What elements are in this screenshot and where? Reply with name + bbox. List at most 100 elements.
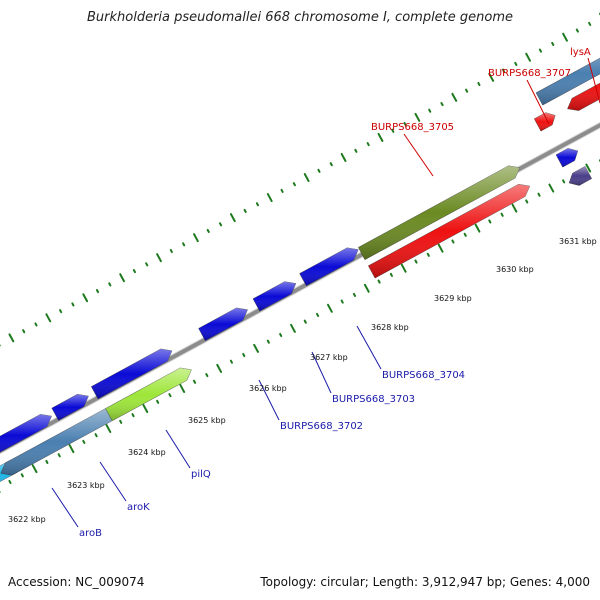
label-leader — [311, 351, 332, 394]
backbone-line — [0, 122, 600, 454]
inner-tick — [82, 439, 86, 444]
inner-tick — [290, 323, 296, 333]
outer-tick — [34, 322, 38, 327]
label-leader-lines — [51, 57, 600, 528]
inner-tick — [156, 399, 160, 404]
scale-tick-label: 3629 kbp — [434, 294, 472, 303]
inner-tick — [119, 419, 123, 424]
outer-tick — [488, 72, 495, 82]
inner-tick — [525, 199, 529, 204]
outer-tick — [218, 222, 223, 227]
inner-tick — [303, 319, 307, 324]
outer-tick — [8, 333, 15, 343]
outer-tick — [501, 68, 506, 73]
outer-tick — [59, 309, 63, 314]
outer-tick — [45, 313, 52, 323]
label-leader — [587, 57, 600, 104]
label-leader — [51, 487, 79, 528]
inner-tick — [131, 413, 135, 418]
inner-tick — [500, 212, 504, 217]
label-leader — [258, 379, 280, 421]
outer-tick — [119, 273, 126, 283]
label-leader — [99, 461, 127, 502]
outer-tick — [206, 228, 210, 234]
outer-tick — [414, 112, 421, 122]
gene-label-burps668-3705: BURPS668_3705 — [371, 122, 454, 133]
inner-tick — [94, 433, 98, 438]
inner-tick — [8, 479, 12, 485]
scale-tick-label: 3631 kbp — [559, 237, 597, 246]
labels: 3622 kbp 3623 kbp 3624 kbp 3625 kbp 3626 kbp… — [8, 47, 597, 539]
gene-arob-shade — [0, 414, 52, 453]
outer-tick — [588, 21, 592, 26]
inner-tick — [168, 393, 172, 398]
outer-tick — [340, 152, 347, 163]
label-leader — [526, 79, 550, 125]
inner-tick — [437, 243, 444, 253]
topology-summary: Topology: circular; Length: 3,912,947 bp… — [260, 575, 590, 589]
gene-lysa-shade — [567, 83, 600, 111]
scale-tick-label: 3625 kbp — [188, 416, 226, 425]
inner-tick — [537, 192, 541, 197]
inner-tick — [205, 373, 209, 378]
outer-tick — [366, 142, 370, 147]
inner-tick — [105, 424, 112, 434]
gene-blue-short-shade — [556, 148, 578, 168]
outer-tick — [428, 108, 432, 113]
outer-tick — [22, 329, 26, 334]
inner-tick — [45, 459, 49, 464]
inner-tick — [229, 359, 234, 364]
inner-tick — [31, 464, 38, 474]
gene-blue-shade — [91, 348, 172, 399]
outer-tick — [169, 248, 173, 254]
inner-tick — [414, 259, 418, 264]
outer-tick — [575, 28, 579, 33]
gene-label-burps668-3707: BURPS668_3707 — [488, 68, 571, 79]
outer-tick — [280, 188, 284, 193]
gene-burps668-3707-shade — [534, 112, 556, 132]
gene-label-arob: aroB — [79, 528, 102, 539]
outer-tick — [377, 132, 384, 142]
outer-tick — [391, 128, 395, 133]
inner-tick — [20, 473, 24, 478]
outer-tick — [95, 289, 100, 294]
outer-tick — [354, 148, 358, 153]
gene-burps668-3704-shade — [299, 247, 359, 286]
inner-tick — [585, 163, 592, 173]
outer-tick — [182, 242, 186, 247]
chromosome-backbone — [0, 121, 600, 455]
outer-tick — [440, 101, 444, 107]
gene-arok-shade — [0, 408, 113, 476]
inner-tick — [179, 383, 186, 393]
inner-tick — [400, 263, 407, 273]
inner-tick — [242, 353, 246, 358]
outer-tick — [229, 213, 236, 223]
inner-tick — [474, 223, 481, 233]
outer-tick — [266, 193, 273, 203]
outer-tick — [477, 81, 481, 87]
gene-label-arok: aroK — [127, 502, 150, 513]
backbone-shadow — [0, 121, 600, 455]
label-leader — [356, 325, 382, 370]
inner-tick — [326, 303, 333, 313]
inner-tick-ring — [0, 159, 600, 494]
gene-blue-small-shade — [51, 394, 89, 421]
outer-tick — [156, 253, 162, 263]
gene-label-pilq: pilQ — [191, 469, 211, 480]
scale-tick-label: 3630 kbp — [496, 265, 534, 274]
outer-tick — [82, 293, 89, 303]
gene-label-burps668-3703: BURPS668_3703 — [332, 394, 415, 405]
outer-tick — [303, 173, 310, 183]
inner-tick — [463, 232, 467, 237]
outer-tick — [451, 92, 458, 102]
inner-tick — [316, 312, 320, 318]
scale-tick-label: 3624 kbp — [128, 448, 166, 457]
outer-tick — [132, 268, 136, 274]
genome-title: Burkholderia pseudomallei 668 chromosome… — [86, 10, 514, 25]
outer-tick — [108, 282, 112, 287]
gene-pilq-shade — [105, 367, 192, 421]
inner-tick — [266, 339, 270, 344]
gene-burps668-3702-shade — [198, 307, 248, 341]
outer-tick — [525, 52, 532, 62]
